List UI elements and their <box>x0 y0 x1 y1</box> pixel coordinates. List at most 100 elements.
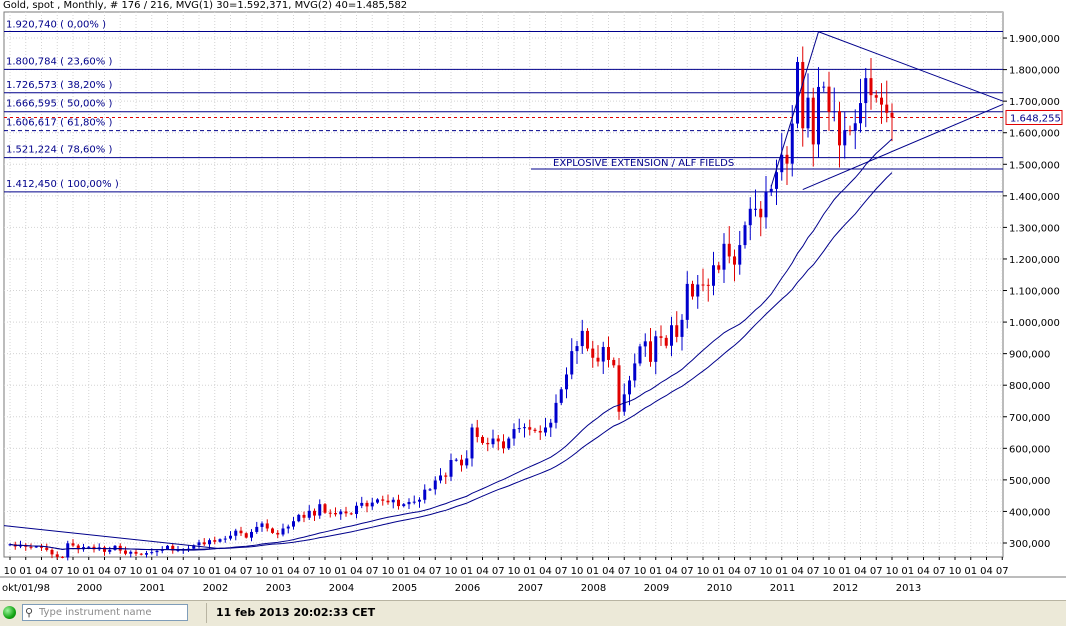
candle-body <box>643 341 647 347</box>
y-tick-label: 1.200,000 <box>1009 255 1060 266</box>
last-price-label: 1.648,255 <box>1010 113 1061 124</box>
candle-body <box>155 550 159 553</box>
candle-body <box>591 348 595 358</box>
candle-body <box>544 427 547 433</box>
x-year-label: 2002 <box>203 583 228 594</box>
candle-body <box>103 547 106 552</box>
candle-body <box>428 489 432 491</box>
candle-body <box>559 389 563 403</box>
candle-body <box>29 546 33 548</box>
trendline-lower <box>802 103 1004 190</box>
y-tick-label: 1.500,000 <box>1009 160 1060 171</box>
search-icon: ⚲ <box>25 606 34 619</box>
candle-body <box>554 402 558 423</box>
x-tick-label: 07 <box>492 566 505 577</box>
candle-body <box>271 528 274 533</box>
x-year-label: 2004 <box>329 583 354 594</box>
x-tick-label: 01 <box>838 566 851 577</box>
candle-body <box>218 539 222 542</box>
candle-body <box>66 543 70 558</box>
x-tick-label: 07 <box>366 566 379 577</box>
candle-body <box>302 514 306 518</box>
x-year-label: 2000 <box>77 583 102 594</box>
x-tick-label: 01 <box>271 566 284 577</box>
y-tick-label: 1.700,000 <box>1009 97 1060 108</box>
candle-body <box>45 547 49 550</box>
candle-body <box>397 499 400 507</box>
plot-area <box>3 11 1004 558</box>
candle-body <box>449 459 453 477</box>
candle-body <box>145 553 148 555</box>
candle-body <box>664 337 668 346</box>
candle-body <box>61 556 64 558</box>
candle-body <box>402 504 406 507</box>
candle-body <box>743 225 747 246</box>
x-year-label: 2013 <box>896 583 921 594</box>
x-tick-label: 04 <box>224 566 237 577</box>
x-tick-label: 10 <box>886 566 899 577</box>
x-tick-label: 01 <box>775 566 788 577</box>
candle-body <box>769 188 773 193</box>
candle-body <box>596 357 600 362</box>
x-tick-label: 04 <box>539 566 552 577</box>
candle-body <box>197 542 201 546</box>
candle-body <box>685 283 689 320</box>
y-tick-label: 300,000 <box>1009 539 1050 550</box>
extension-annotation: EXPLOSIVE EXTENSION / ALF FIELDS <box>553 158 734 169</box>
candle-body <box>848 130 852 132</box>
x-tick-label: 10 <box>193 566 206 577</box>
candle-body <box>885 104 889 113</box>
candle-body <box>612 359 616 366</box>
candle-body <box>533 429 537 431</box>
candle-body <box>276 532 280 535</box>
candle-body <box>223 538 227 540</box>
candle-body <box>87 546 91 548</box>
x-tick-label: 10 <box>319 566 332 577</box>
candle-body <box>601 347 605 362</box>
candle-body <box>433 480 437 490</box>
chart[interactable]: 300,000 400,000 500,000 600,000 700,000 800,0… <box>0 0 1066 600</box>
x-year-label: 2006 <box>455 583 480 594</box>
x-tick-label: 10 <box>382 566 395 577</box>
candle-body <box>853 123 857 131</box>
x-tick-label: 01 <box>19 566 32 577</box>
candle-body <box>874 95 878 98</box>
candle-body <box>890 112 894 118</box>
x-year-label: 2011 <box>770 583 795 594</box>
x-year-label: 2003 <box>266 583 291 594</box>
candle-body <box>255 526 259 532</box>
instrument-search[interactable]: ⚲ <box>22 604 188 621</box>
candle-body <box>323 504 327 513</box>
candle-body <box>76 545 80 550</box>
instrument-search-input[interactable] <box>39 605 185 620</box>
x-tick-label: 07 <box>555 566 568 577</box>
candle-body <box>575 346 579 352</box>
trendline-upper <box>818 31 1004 102</box>
candle-body <box>286 526 290 529</box>
candle-body <box>827 86 831 112</box>
candle-body <box>281 528 285 535</box>
candle-body <box>638 346 642 364</box>
candle-body <box>454 459 458 461</box>
candle-body <box>748 208 752 226</box>
candle-body <box>260 523 264 527</box>
candle-body <box>722 243 726 270</box>
candle-body <box>549 422 553 428</box>
candle-body <box>192 545 196 549</box>
candle-body <box>460 459 463 466</box>
fib-level-label: 1.726,573 ( 38,20% ) <box>6 80 112 91</box>
x-tick-label: 04 <box>791 566 804 577</box>
y-tick-label: 600,000 <box>1009 444 1050 455</box>
x-tick-label: 04 <box>665 566 678 577</box>
y-tick-label: 1.600,000 <box>1009 129 1060 140</box>
candle-body <box>696 284 700 297</box>
candle-body <box>512 429 516 439</box>
candle-body <box>344 511 348 514</box>
candle-body <box>334 513 337 515</box>
x-year-label: okt/01/98 <box>2 583 50 594</box>
x-tick-label: 04 <box>35 566 48 577</box>
x-tick-label: 10 <box>130 566 143 577</box>
status-separator <box>206 603 207 623</box>
candle-body <box>55 554 59 557</box>
candle-body <box>234 530 238 536</box>
